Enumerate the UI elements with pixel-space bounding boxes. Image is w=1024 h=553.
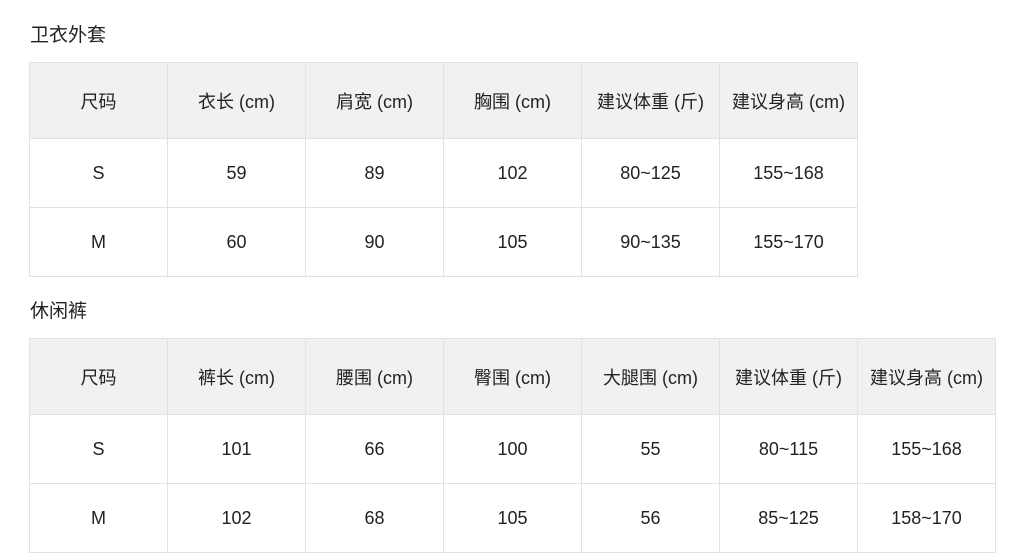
value-cell: 105 — [443, 207, 582, 277]
value-cell: 59 — [167, 138, 306, 208]
value-cell: 80~125 — [581, 138, 720, 208]
column-header: 尺码 — [29, 62, 168, 139]
value-cell: 55 — [581, 414, 720, 484]
size-cell: M — [29, 207, 168, 277]
column-header: 建议身高 (cm) — [719, 62, 858, 139]
column-header: 裤长 (cm) — [167, 338, 306, 415]
value-cell: 102 — [167, 483, 306, 553]
value-cell: 100 — [443, 414, 582, 484]
pants-size-table: 尺码 裤长 (cm) 腰围 (cm) 臀围 (cm) 大腿围 (cm) 建议体重 (斤) 建… — [29, 338, 996, 553]
value-cell: 85~125 — [719, 483, 858, 553]
column-header: 胸围 (cm) — [443, 62, 582, 139]
value-cell: 66 — [305, 414, 444, 484]
value-cell: 90 — [305, 207, 444, 277]
column-header: 建议体重 (斤) — [581, 62, 720, 139]
value-cell: 102 — [443, 138, 582, 208]
size-cell: S — [29, 138, 168, 208]
value-cell: 56 — [581, 483, 720, 553]
value-cell: 105 — [443, 483, 582, 553]
column-header: 腰围 (cm) — [305, 338, 444, 415]
table-row: S 59 89 102 80~125 155~168 — [29, 138, 858, 208]
column-header: 臀围 (cm) — [443, 338, 582, 415]
header-row: 尺码 裤长 (cm) 腰围 (cm) 臀围 (cm) 大腿围 (cm) 建议体重 (斤) 建… — [29, 338, 996, 415]
hoodie-size-table: 尺码 衣长 (cm) 肩宽 (cm) 胸围 (cm) 建议体重 (斤) 建议身高 (cm)… — [29, 62, 858, 277]
table-row: M 60 90 105 90~135 155~170 — [29, 207, 858, 277]
table-row: S 101 66 100 55 80~115 155~168 — [29, 414, 996, 484]
header-row: 尺码 衣长 (cm) 肩宽 (cm) 胸围 (cm) 建议体重 (斤) 建议身高 (cm) — [29, 62, 858, 139]
column-header: 大腿围 (cm) — [581, 338, 720, 415]
column-header: 肩宽 (cm) — [305, 62, 444, 139]
value-cell: 155~168 — [719, 138, 858, 208]
value-cell: 90~135 — [581, 207, 720, 277]
hoodie-section-title: 卫衣外套 — [30, 25, 107, 46]
value-cell: 101 — [167, 414, 306, 484]
value-cell: 155~170 — [719, 207, 858, 277]
size-cell: S — [29, 414, 168, 484]
size-cell: M — [29, 483, 168, 553]
column-header: 衣长 (cm) — [167, 62, 306, 139]
table-row: M 102 68 105 56 85~125 158~170 — [29, 483, 996, 553]
value-cell: 60 — [167, 207, 306, 277]
value-cell: 158~170 — [857, 483, 996, 553]
column-header: 尺码 — [29, 338, 168, 415]
value-cell: 89 — [305, 138, 444, 208]
value-cell: 68 — [305, 483, 444, 553]
column-header: 建议身高 (cm) — [857, 338, 996, 415]
value-cell: 155~168 — [857, 414, 996, 484]
value-cell: 80~115 — [719, 414, 858, 484]
pants-section-title: 休闲裤 — [30, 301, 88, 322]
column-header: 建议体重 (斤) — [719, 338, 858, 415]
